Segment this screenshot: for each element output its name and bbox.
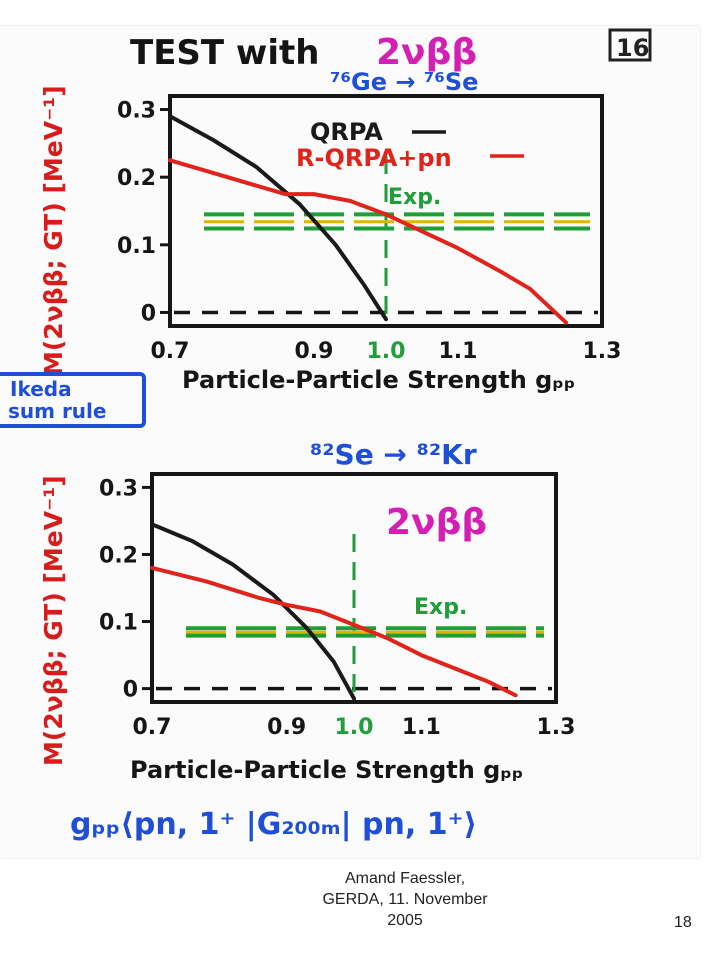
annotation-process-bottom: 2νββ: [386, 502, 487, 543]
y-tick-label: 0: [141, 301, 156, 326]
page-tag-box: [608, 28, 652, 62]
plot-frame-bottom: [150, 472, 558, 704]
whiteboard-photo: TEST with 2νββ 16 ⁷⁶Ge → ⁷⁶Se QRPA R-QRP…: [0, 26, 700, 858]
y-tick-label: 0.2: [99, 543, 138, 568]
exp-label-bottom: Exp.: [414, 595, 467, 620]
page-tag: 16: [616, 34, 649, 62]
x-tick-labels-bottom: 0.7 0.9 1.0 1.1 1.3: [133, 715, 576, 740]
x-tick-label: 1.1: [439, 339, 478, 364]
y-tick-label: 0.3: [99, 476, 138, 501]
y-tick-label: 0: [123, 678, 138, 703]
y-tick-label: 0.3: [117, 99, 156, 124]
y-axis-label-top: M(2νββ; GT) [MeV⁻¹]: [39, 85, 68, 376]
footer-author: Amand Faessler,: [344, 870, 466, 887]
plot-area-bottom: [150, 522, 552, 701]
legend-rqrpa: R-QRPA+pn: [296, 144, 452, 172]
x-axis-label-bottom: Particle-Particle Strength gₚₚ: [130, 756, 523, 784]
x-tick-label: 1.3: [537, 715, 576, 740]
ikeda-line2: sum rule: [8, 399, 106, 423]
plot-area-top: [168, 114, 598, 325]
legend-qrpa: QRPA: [310, 118, 383, 146]
ikeda-line1: Ikeda: [10, 377, 72, 401]
slide-title: TEST with: [130, 33, 319, 73]
footer-event: GERDA, 11. November: [322, 891, 488, 908]
x-tick-label: 1.0: [335, 715, 374, 740]
x-tick-labels-top: 0.7 0.9 1.0 1.1 1.3: [151, 339, 622, 364]
exp-label-top: Exp.: [388, 185, 441, 210]
curve-r-qrpa-pn: [168, 158, 568, 325]
x-tick-label: 0.9: [295, 339, 334, 364]
panel-top: ⁷⁶Ge → ⁷⁶Se QRPA R-QRPA+pn Exp. 00.10.20…: [39, 68, 621, 394]
y-axis-label-bottom: M(2νββ; GT) [MeV⁻¹]: [39, 475, 68, 766]
curve-qrpa: [168, 114, 388, 322]
footer-credit: Amand Faessler, GERDA, 11. November 2005: [300, 868, 510, 931]
panel-bottom: ⁸²Se → ⁸²Kr 2νββ Exp. 0 0.1 0.2 0.3 0.7 0.9 1…: [39, 438, 575, 784]
title-process: 2νββ: [376, 32, 477, 73]
y-tick-label: 0.1: [117, 234, 156, 259]
x-tick-label: 0.7: [133, 715, 172, 740]
x-axis-label-top: Particle-Particle Strength gₚₚ: [182, 366, 575, 394]
ikeda-box: [0, 372, 146, 428]
x-tick-label: 1.3: [583, 339, 622, 364]
x-tick-label: 0.7: [151, 339, 190, 364]
reaction-ge-se: ⁷⁶Ge → ⁷⁶Se: [330, 68, 478, 96]
plot-frame-top: [168, 94, 604, 328]
y-tick-label: 0.2: [117, 166, 156, 191]
footer-year: 2005: [387, 912, 423, 929]
y-tick-labels-top: 0 0.1 0.2 0.3: [117, 99, 170, 326]
x-tick-label: 0.9: [267, 715, 306, 740]
x-tick-label: 1.1: [402, 715, 441, 740]
page-number: 18: [674, 914, 692, 931]
y-tick-label: 0.1: [99, 611, 138, 636]
curve-r-qrpa-pn: [150, 565, 518, 698]
x-tick-label: 1.0: [367, 339, 406, 364]
y-tick-labels-bottom: 0 0.1 0.2 0.3: [99, 476, 152, 703]
curve-qrpa: [150, 522, 356, 701]
reaction-se-kr: ⁸²Se → ⁸²Kr: [310, 438, 477, 471]
bottom-formula: gₚₚ⟨pn, 1⁺ |G₂₀₀ₘ| pn, 1⁺⟩: [70, 807, 477, 842]
whiteboard-drawing: TEST with 2νββ 16 ⁷⁶Ge → ⁷⁶Se QRPA R-QRP…: [0, 28, 652, 842]
